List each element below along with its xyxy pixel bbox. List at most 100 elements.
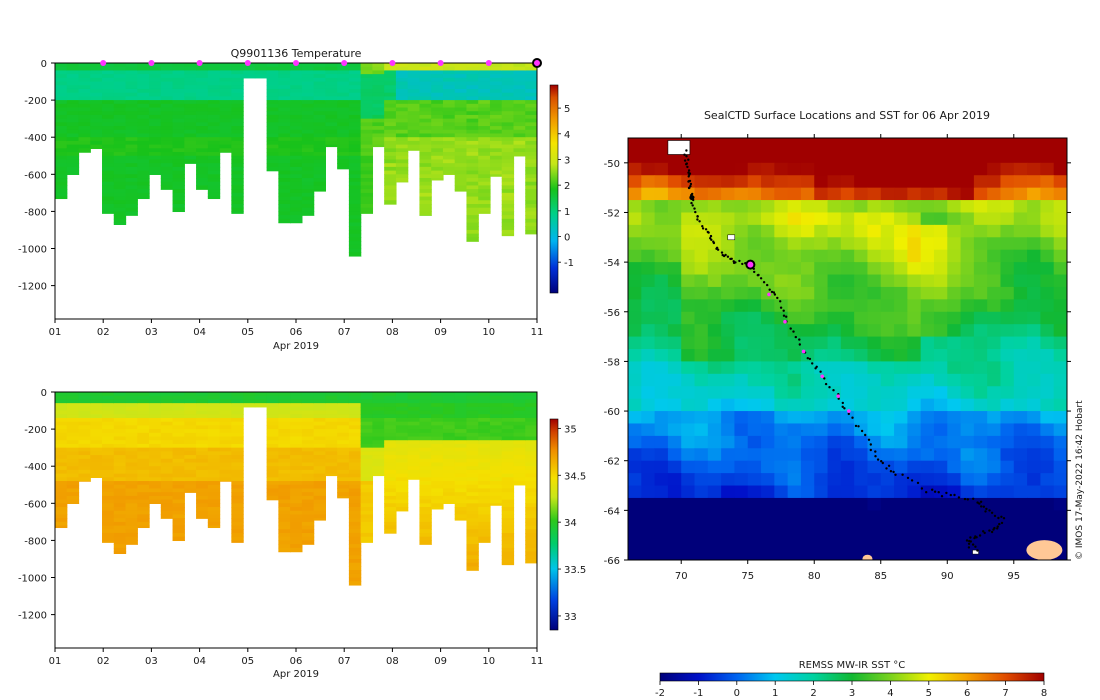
temperature-cell	[90, 92, 103, 97]
temperature-cell	[125, 189, 138, 194]
salinity-cell	[55, 518, 68, 523]
track-point	[969, 536, 972, 539]
sst-cell	[947, 187, 962, 201]
salinity-cell	[501, 544, 515, 549]
sst-cell	[880, 175, 895, 189]
salinity-cell	[360, 499, 374, 504]
salinity-cell	[90, 432, 103, 438]
y-tick-label: -400	[24, 133, 47, 144]
sst-cell	[1053, 373, 1067, 387]
sst-cell	[854, 212, 869, 226]
sst-cell	[960, 448, 975, 462]
salinity-cell	[337, 488, 350, 493]
salinity-cell	[337, 429, 350, 434]
sst-cell	[920, 411, 935, 425]
salinity-cell	[113, 473, 127, 478]
salinity-cell	[137, 507, 150, 512]
sst-cell	[774, 336, 789, 350]
salinity-cell	[431, 436, 444, 441]
temperature-cell	[78, 122, 91, 127]
sst-cell	[800, 200, 815, 214]
temperature-cell	[442, 77, 456, 83]
temperature-cell	[478, 211, 491, 214]
salinity-cell	[407, 410, 421, 415]
salinity-cell	[348, 399, 362, 404]
salinity-cell	[513, 410, 526, 415]
sst-cell	[641, 398, 656, 412]
salinity-cell	[466, 399, 479, 404]
salinity-cell	[172, 510, 185, 516]
salinity-cell	[395, 507, 409, 512]
salinity-cell	[419, 403, 432, 408]
salinity-cell	[125, 392, 138, 397]
sst-cell	[973, 336, 988, 350]
salinity-cell	[55, 514, 68, 519]
sst-cell	[854, 361, 869, 375]
salinity-cell	[513, 421, 526, 426]
temperature-profile-markers	[100, 58, 542, 68]
track-point	[892, 470, 895, 474]
temperature-cell	[325, 133, 338, 138]
salinity-cell	[466, 507, 479, 512]
salinity-cell	[478, 392, 491, 397]
temperature-cell	[337, 85, 350, 90]
temperature-cell	[525, 111, 537, 116]
salinity-cell	[442, 440, 456, 445]
salinity-cell	[407, 473, 421, 478]
temperature-cell	[196, 70, 209, 75]
sst-cell	[721, 535, 736, 549]
track-point	[811, 362, 814, 365]
temperature-cell	[325, 77, 338, 83]
temperature-cell	[395, 103, 409, 109]
temperature-cell	[489, 140, 503, 146]
temperature-cell	[219, 88, 232, 94]
sst-cell	[960, 398, 975, 412]
temperature-cell	[184, 152, 197, 157]
sst-cell	[787, 398, 802, 412]
salinity-cell	[384, 518, 397, 523]
sst-cell	[707, 262, 722, 276]
sst-cell	[840, 448, 855, 462]
temperature-cell	[301, 85, 315, 90]
sst-cell	[973, 150, 988, 164]
salinity-cell	[525, 547, 537, 553]
salinity-cell	[149, 425, 162, 430]
sst-cell	[721, 361, 736, 375]
temperature-cell	[149, 118, 162, 123]
temperature-cell	[501, 196, 515, 201]
temperature-cell	[266, 122, 279, 127]
sst-cell	[747, 423, 762, 437]
salinity-cell	[407, 395, 421, 401]
temperature-cell	[125, 63, 138, 68]
sst-cell	[840, 386, 855, 400]
temperature-cell	[489, 88, 503, 94]
salinity-cell	[231, 466, 244, 471]
salinity-cell	[278, 466, 291, 471]
sst-cell	[894, 386, 908, 400]
sst-cell	[814, 547, 829, 560]
sst-cell	[854, 349, 869, 363]
temperature-cell	[372, 63, 385, 68]
sst-cell	[1040, 349, 1055, 363]
salinity-cell	[231, 518, 244, 523]
salinity-cell	[231, 436, 244, 441]
temperature-cell	[501, 170, 515, 175]
sst-cell	[880, 224, 895, 238]
salinity-cell	[55, 436, 68, 441]
salinity-cell	[384, 473, 397, 478]
salinity-cell	[160, 417, 174, 423]
temperature-cell	[348, 118, 362, 123]
temperature-cell	[196, 178, 209, 183]
sst-cell	[867, 361, 882, 375]
track-point	[854, 424, 858, 428]
temperature-cell	[489, 63, 503, 68]
sst-cell	[894, 448, 908, 462]
salinity-cell	[90, 477, 103, 478]
salinity-cell	[113, 403, 127, 408]
temperature-cell	[384, 129, 397, 135]
salinity-cell	[337, 492, 350, 497]
sst-cell	[933, 262, 948, 276]
temperature-section	[55, 63, 537, 257]
temperature-cell	[360, 92, 374, 97]
temperature-cell	[372, 118, 385, 123]
